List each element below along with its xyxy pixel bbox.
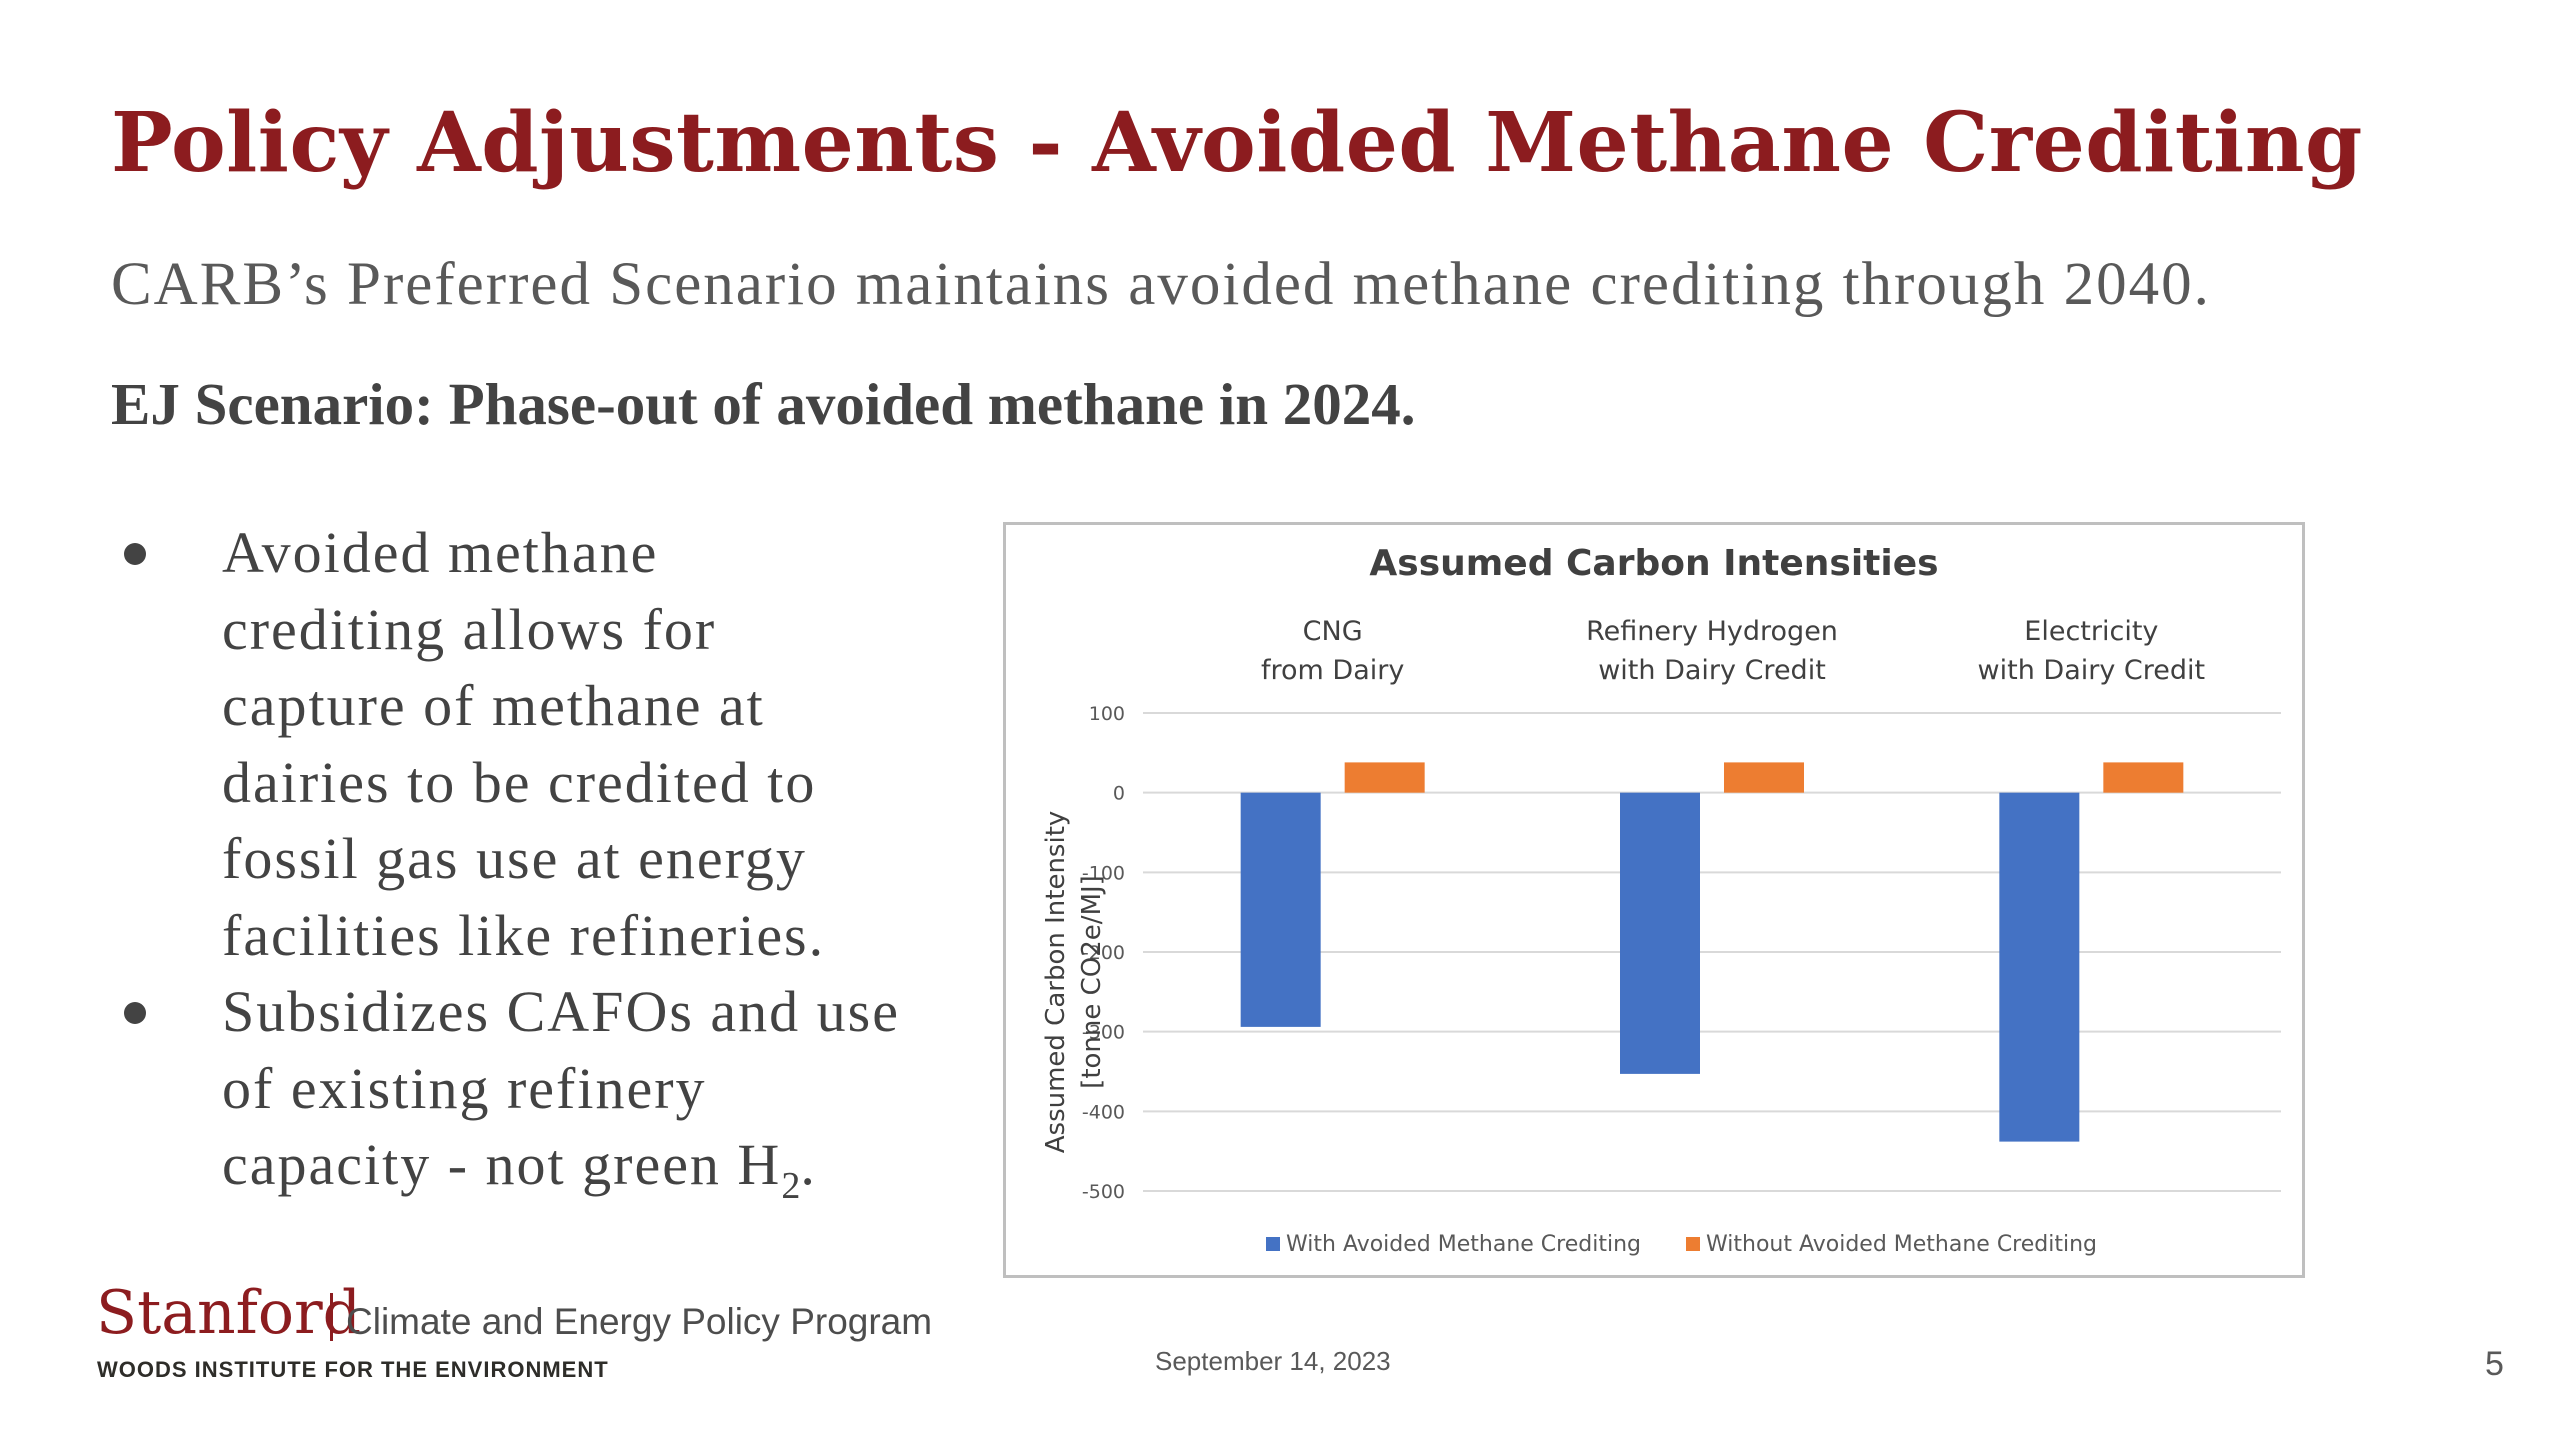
logo-institute-name: WOODS INSTITUTE FOR THE ENVIRONMENT	[97, 1357, 609, 1382]
bullet-line: dairies to be credited to	[222, 749, 817, 815]
stanford-logo-wordmark: Stanford	[96, 1278, 362, 1348]
bullet-line: of existing refinery	[222, 1055, 707, 1121]
y-tick-label: 0	[1113, 783, 1125, 805]
bar-with-crediting	[1999, 792, 2080, 1142]
bullet-line-tail: .	[800, 1132, 817, 1197]
bullet-dot-icon	[124, 1002, 146, 1024]
bullet-item-avoided-methane: Avoided methane crediting allows for cap…	[110, 515, 940, 974]
y-tick-label: -100	[1082, 862, 1125, 884]
chart-frame: Assumed Carbon Intensities 100 0 -100 -200 -3…	[1003, 522, 2305, 1278]
logo-program-name: Climate and Energy Policy Program	[346, 1301, 933, 1342]
legend-swatch	[1266, 1237, 1280, 1251]
bullet-line: fossil gas use at energy	[222, 826, 807, 891]
slide-date: September 14, 2023	[1155, 1346, 1391, 1376]
category-label: from Dairy	[1261, 655, 1404, 686]
y-tick-label: -300	[1082, 1022, 1125, 1044]
y-axis-label: Assumed Carbon Intensity	[1041, 811, 1071, 1154]
ej-scenario-heading: EJ Scenario: Phase-out of avoided methan…	[111, 371, 1416, 437]
y-tick-label: -200	[1082, 942, 1125, 964]
legend-label: With Avoided Methane Crediting	[1286, 1232, 1641, 1257]
subscript-two: 2	[781, 1165, 801, 1207]
category-label: Electricity	[2024, 616, 2158, 647]
bar-without-crediting	[2103, 762, 2184, 793]
chart-title: Assumed Carbon Intensities	[1369, 543, 1938, 584]
category-label: with Dairy Credit	[1598, 655, 1826, 686]
bullet-dot-icon	[124, 543, 146, 565]
y-tick-label: -500	[1082, 1181, 1125, 1203]
bullet-line: Avoided methane	[222, 520, 659, 585]
bar-without-crediting	[1724, 762, 1804, 793]
category-label: CNG	[1303, 616, 1363, 647]
page-number: 5	[2485, 1345, 2504, 1383]
bullet-line: facilities like refineries.	[222, 902, 826, 968]
bar-without-crediting	[1344, 762, 1425, 793]
slide-title: Policy Adjustments - Avoided Methane Cre…	[111, 95, 2363, 191]
slide-subtitle: CARB’s Preferred Scenario maintains avoi…	[111, 251, 2211, 318]
bullet-line-text: capacity - not green H	[222, 1132, 782, 1197]
category-label: Refinery Hydrogen	[1586, 616, 1838, 647]
bar-with-crediting	[1620, 792, 1700, 1074]
bar-with-crediting	[1240, 792, 1321, 1027]
bullet-list: Avoided methane crediting allows for cap…	[110, 515, 940, 1225]
bullet-line: Subsidizes CAFOs and use	[222, 979, 900, 1044]
y-tick-label: -400	[1082, 1101, 1125, 1123]
y-axis-label: [tonne CO2e/MJ]	[1077, 875, 1107, 1089]
bullet-line: crediting allows for	[222, 596, 717, 662]
category-label: with Dairy Credit	[1978, 655, 2206, 686]
bullet-item-cafos: Subsidizes CAFOs and use of existing ref…	[110, 974, 940, 1225]
legend-label: Without Avoided Methane Crediting	[1706, 1232, 2097, 1257]
logo-divider	[330, 1293, 333, 1341]
carbon-intensity-chart: Assumed Carbon Intensities 100 0 -100 -200 -3…	[1041, 543, 2281, 1257]
legend-swatch	[1686, 1237, 1700, 1251]
bullet-line-last: capacity - not green H2.	[222, 1127, 940, 1225]
y-tick-label: 100	[1089, 703, 1125, 725]
bullet-line: capture of methane at	[222, 673, 765, 738]
